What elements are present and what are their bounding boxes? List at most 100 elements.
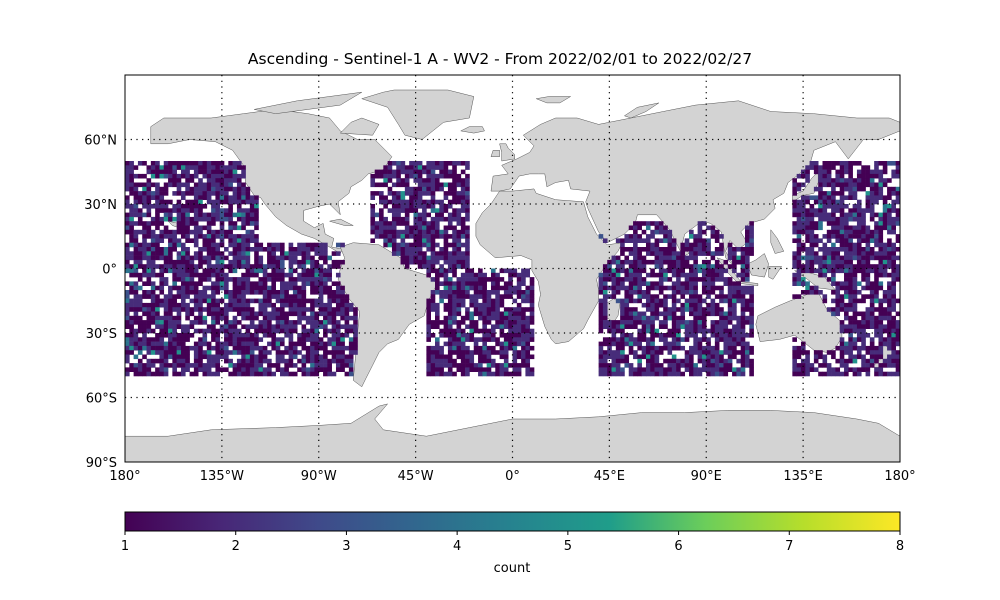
data-cell	[848, 161, 853, 166]
data-cell	[887, 259, 892, 265]
data-cell	[869, 178, 875, 183]
data-cell	[426, 204, 431, 209]
data-cell	[831, 268, 836, 274]
data-cell	[129, 182, 134, 188]
data-cell	[891, 350, 896, 355]
data-cell	[719, 290, 724, 295]
data-cell	[305, 277, 311, 282]
data-cell	[891, 221, 896, 226]
data-cell	[137, 216, 143, 222]
colorbar-tick-label: 3	[342, 539, 350, 554]
data-cell	[236, 216, 242, 222]
data-cell	[232, 238, 238, 243]
data-cell	[340, 354, 345, 360]
data-cell	[615, 268, 621, 274]
data-cell	[887, 333, 892, 338]
data-cell	[387, 191, 393, 196]
data-cell	[452, 315, 457, 321]
data-cell	[809, 367, 815, 372]
data-cell	[508, 268, 513, 274]
data-cell	[800, 264, 806, 269]
data-cell	[452, 165, 457, 170]
data-cell	[430, 298, 436, 304]
data-cell	[404, 186, 410, 192]
data-cell	[887, 290, 892, 295]
data-cell	[512, 341, 518, 347]
data-cell	[633, 315, 638, 321]
data-cell	[232, 320, 238, 325]
data-cell	[254, 225, 259, 231]
data-cell	[620, 277, 625, 282]
data-cell	[736, 358, 741, 364]
data-cell	[219, 315, 225, 321]
data-cell	[689, 277, 694, 282]
data-cell	[891, 320, 896, 325]
data-cell	[611, 363, 617, 368]
data-cell	[693, 367, 698, 372]
data-cell	[280, 367, 285, 372]
data-cell	[249, 204, 255, 209]
data-cell	[417, 238, 423, 243]
data-cell	[800, 350, 806, 355]
data-cell	[193, 350, 199, 355]
data-cell	[882, 315, 888, 321]
data-cell	[693, 251, 698, 256]
data-cell	[852, 191, 858, 196]
data-cell	[633, 324, 638, 329]
data-cell	[796, 367, 802, 372]
data-cell	[206, 294, 212, 299]
data-cell	[732, 311, 737, 317]
data-cell	[745, 350, 750, 355]
data-cell	[297, 367, 302, 372]
data-cell	[189, 178, 195, 183]
data-cell	[202, 298, 208, 304]
data-cell	[460, 208, 466, 213]
data-cell	[426, 358, 431, 364]
data-cell	[150, 173, 156, 179]
data-cell	[693, 341, 698, 347]
data-cell	[125, 307, 130, 312]
data-cell	[211, 255, 216, 261]
data-cell	[159, 264, 165, 269]
data-cell	[714, 247, 720, 252]
data-cell	[305, 337, 311, 342]
data-cell	[344, 302, 350, 308]
data-cell	[714, 302, 720, 308]
data-cell	[430, 186, 436, 192]
data-cell	[211, 324, 216, 329]
data-cell	[835, 178, 841, 183]
data-cell	[831, 371, 836, 377]
data-cell	[370, 182, 376, 188]
data-cell	[869, 311, 875, 317]
data-cell	[254, 285, 259, 291]
data-cell	[155, 186, 160, 192]
data-cell	[654, 229, 660, 235]
data-cell	[658, 281, 664, 286]
data-cell	[236, 212, 242, 218]
data-cell	[460, 350, 466, 355]
data-cell	[202, 216, 208, 222]
data-cell	[267, 259, 272, 265]
data-cell	[245, 216, 251, 222]
data-cell	[413, 225, 419, 231]
data-cell	[439, 186, 444, 192]
data-cell	[874, 195, 879, 200]
data-cell	[129, 285, 134, 291]
data-cell	[168, 320, 173, 325]
data-cell	[856, 234, 862, 239]
data-cell	[512, 345, 518, 351]
data-cell	[637, 234, 642, 239]
data-cell	[422, 238, 427, 243]
data-cell	[456, 229, 462, 235]
data-cell	[852, 204, 858, 209]
data-cell	[852, 307, 858, 312]
data-cell	[602, 350, 608, 355]
data-cell	[443, 294, 449, 299]
data-cell	[236, 186, 242, 192]
data-cell	[383, 195, 388, 200]
data-cell	[658, 302, 664, 308]
data-cell	[305, 345, 311, 351]
data-cell	[137, 350, 143, 355]
data-cell	[288, 324, 294, 329]
data-cell	[521, 350, 526, 355]
